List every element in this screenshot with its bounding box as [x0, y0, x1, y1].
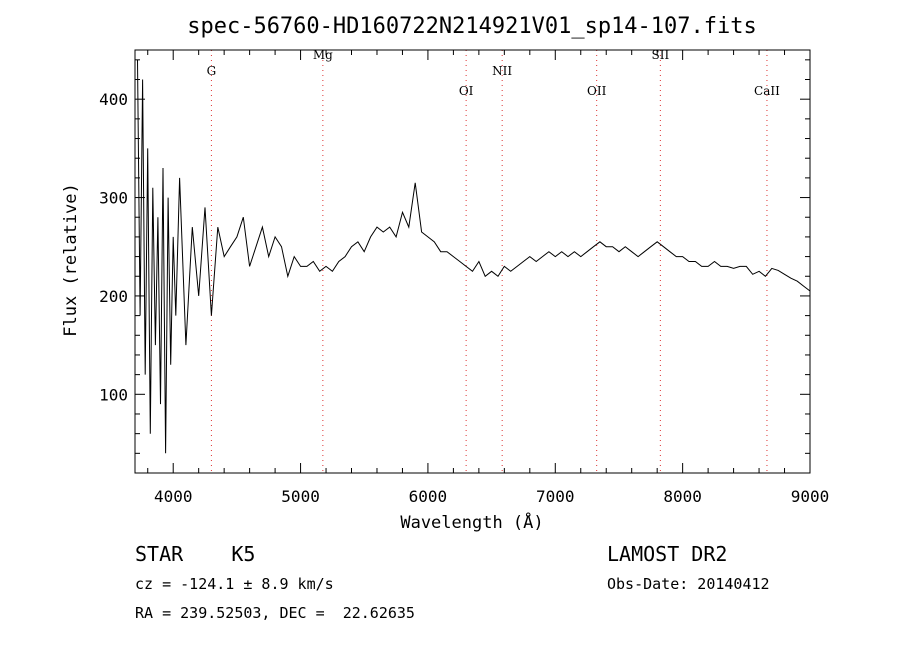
line-label-mg: Mg — [313, 48, 333, 62]
x-tick-label: 5000 — [281, 487, 320, 506]
x-tick-label: 8000 — [663, 487, 702, 506]
line-label-oii: OII — [587, 84, 607, 98]
x-tick-label: 7000 — [536, 487, 575, 506]
spectrum-series-line — [137, 59, 811, 454]
y-tick-label: 300 — [99, 189, 128, 208]
plot-frame — [134, 49, 811, 474]
spectral-line-markers: G Mg OI NII OII SII CaII — [207, 48, 780, 473]
line-label-g: G — [207, 64, 217, 78]
y-axis-label: Flux (relative) — [61, 183, 81, 337]
y-axis-ticks: 100 200 300 400 — [99, 59, 810, 454]
coordinates: RA = 239.52503, DEC = 22.62635 — [135, 604, 415, 622]
line-label-sii: SII — [652, 48, 670, 62]
line-label-oi: OI — [459, 84, 474, 98]
chart-title: spec-56760-HD160722N214921V01_sp14-107.f… — [187, 14, 757, 39]
survey-name: LAMOST DR2 — [607, 542, 728, 566]
line-label-nii: NII — [492, 64, 512, 78]
redshift-value: cz = -124.1 ± 8.9 km/s — [135, 575, 334, 593]
x-axis-ticks: 4000 5000 6000 7000 8000 9000 — [147, 50, 830, 506]
y-tick-label: 400 — [99, 90, 128, 109]
y-tick-label: 200 — [99, 287, 128, 306]
observation-date: Obs-Date: 20140412 — [607, 575, 770, 593]
line-label-caii: CaII — [754, 84, 780, 98]
x-tick-label: 6000 — [409, 487, 448, 506]
object-class: STAR K5 — [135, 542, 256, 566]
y-tick-label: 100 — [99, 385, 128, 404]
x-tick-label: 4000 — [154, 487, 193, 506]
x-axis-label: Wavelength (Å) — [400, 511, 543, 533]
x-tick-label: 9000 — [791, 487, 830, 506]
